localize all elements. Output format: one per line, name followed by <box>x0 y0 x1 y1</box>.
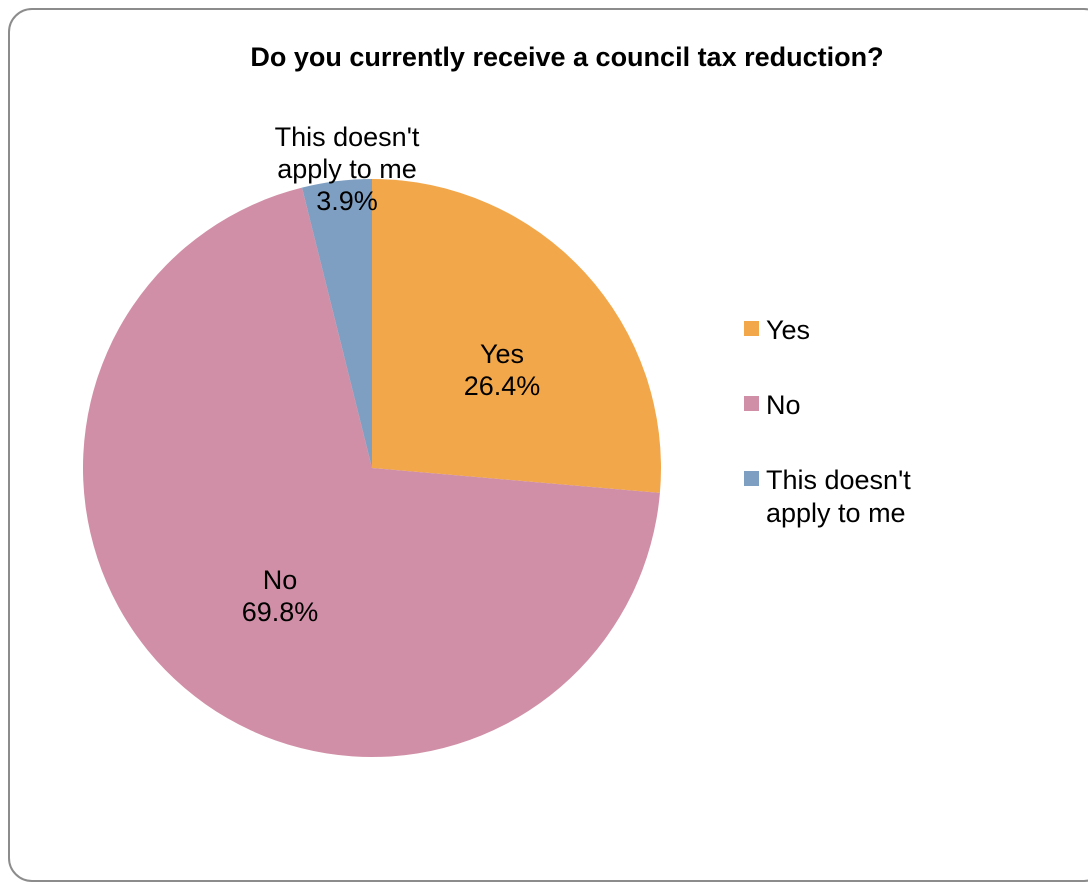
legend-label-no: No <box>766 390 801 420</box>
pie-slices <box>82 179 661 758</box>
legend: Yes No This doesn't apply to me <box>744 315 911 528</box>
legend-label-not-applicable: This doesn't apply to me <box>766 465 911 528</box>
legend-label-yes: Yes <box>766 315 810 345</box>
pie-chart: Do you currently receive a council tax r… <box>82 42 911 758</box>
pie-slice-no <box>82 187 660 758</box>
legend-swatch-not-applicable <box>744 471 759 486</box>
data-label-yes: Yes 26.4% <box>464 339 541 401</box>
data-labels: Yes 26.4% No 69.8% This doesn't apply to me 3.… <box>242 122 541 627</box>
data-label-not-applicable: This doesn't apply to me 3.9% <box>275 122 420 216</box>
pie-slice-not-applicable <box>301 179 372 468</box>
legend-swatch-no <box>744 396 759 411</box>
pie-slice-yes <box>372 179 661 493</box>
legend-swatch-yes <box>744 321 759 336</box>
chart-title: Do you currently receive a council tax r… <box>250 42 883 72</box>
data-label-no: No 69.8% <box>242 565 319 627</box>
